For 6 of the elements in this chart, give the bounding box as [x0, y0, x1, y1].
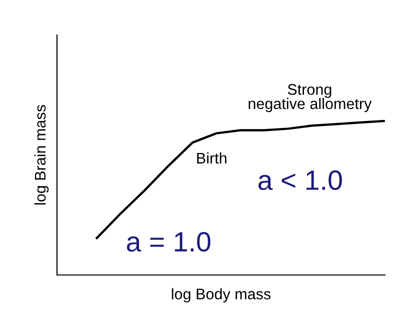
annotation: a < 1.0 [258, 170, 342, 190]
text: Strong negative allometry [248, 84, 372, 112]
annotation: Birth [197, 152, 226, 164]
y-axis-title: log Brain mass [34, 105, 49, 204]
annotation: a = 1.0 [126, 232, 210, 252]
x-axis-title: log Body mass [172, 288, 271, 302]
